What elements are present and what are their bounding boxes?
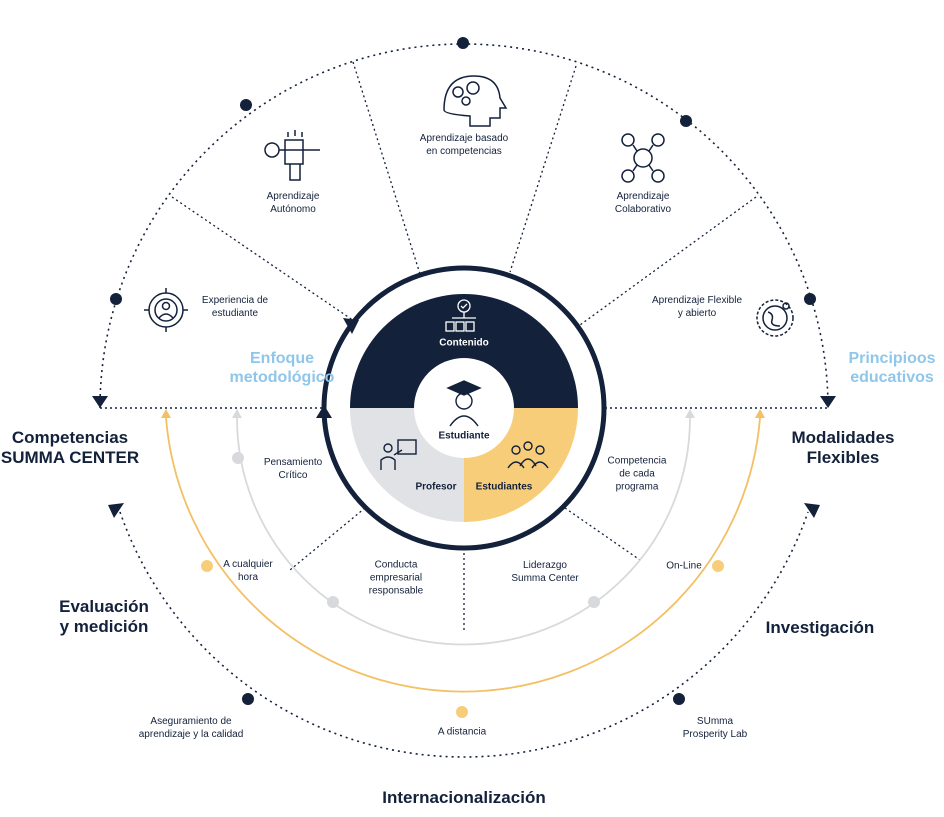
globe-route-icon <box>756 299 794 337</box>
label-prosperity: SUmma Prosperity Lab <box>682 716 748 740</box>
top-navy-dot-1 <box>110 293 122 305</box>
bottom-divider-1 <box>289 507 366 571</box>
gold-arc-arrow-left <box>161 409 171 418</box>
bottom-divider-3 <box>564 507 641 561</box>
center-inner-circle <box>414 358 514 458</box>
gray-dot-1 <box>232 452 244 464</box>
gray-arc-arrow-left <box>232 409 242 418</box>
teacher-icon <box>380 439 417 470</box>
label-distancia: A distancia <box>437 726 487 738</box>
center-left-label: Profesor <box>415 481 457 493</box>
ring-arrow-left <box>316 405 332 418</box>
segment-label-autonomo: Aprendizaje Autónomo <box>266 191 320 215</box>
network-people-icon <box>621 133 665 183</box>
segment-label-flexible: Aprendizaje Flexible y abierto <box>651 295 743 319</box>
outer-top-arrow-left <box>92 396 108 408</box>
bottom-navy-dot-2 <box>673 693 685 705</box>
label-aseguramiento: Aseguramiento de aprendizaje y la calida… <box>138 716 244 740</box>
label-competencias: Competencias SUMMA CENTER <box>0 428 140 467</box>
outer-bottom-arrow-left <box>108 503 124 518</box>
label-cualquier-hora: A cualquier hora <box>223 559 273 583</box>
segment-label-colaborativo: Aprendizaje Colaborativo <box>614 191 672 215</box>
center-middle-label: Estudiante <box>438 430 490 442</box>
radial-divider-3 <box>509 65 577 273</box>
label-investigacion: Investigación <box>765 618 875 637</box>
label-modalidades: Modalidades Flexibles <box>791 428 895 467</box>
segment-label-competencias: Aprendizaje basado en competencias <box>419 133 509 157</box>
outer-bottom-arrow-right <box>804 503 820 518</box>
radial-divider-2 <box>352 61 421 275</box>
label-internacionalizacion: Internacionalización <box>382 788 546 807</box>
radial-divider-4 <box>579 196 757 326</box>
segment-label-competencia-programa: Competencia de cada programa <box>607 455 667 493</box>
outer-bottom-arc <box>119 511 809 758</box>
outer-top-arrow-right <box>820 396 836 408</box>
top-navy-dot-4 <box>680 115 692 127</box>
center-top-label: Contenido <box>439 337 489 349</box>
gold-dot-3 <box>712 560 724 572</box>
content-icon <box>445 299 476 332</box>
gold-arc <box>165 417 761 693</box>
target-person-icon <box>144 288 188 332</box>
gold-dot-2 <box>456 706 468 718</box>
center-right-label: Estudiantes <box>475 481 533 493</box>
segment-label-liderazgo: Liderazgo Summa Center <box>511 560 579 584</box>
heading-enfoque: Enfoque metodológico <box>229 350 335 386</box>
students-group-icon <box>507 441 549 469</box>
gray-dot-3 <box>588 596 600 608</box>
gray-arc <box>236 417 691 646</box>
ring-arrow-top-left <box>343 318 359 334</box>
student-icon <box>446 380 482 427</box>
gold-dot-1 <box>201 560 213 572</box>
label-online: On-Line <box>666 560 702 572</box>
top-navy-dot-2 <box>240 99 252 111</box>
heading-principios: Principioos educativos <box>848 350 936 386</box>
segment-label-pensamiento: Pensamiento Crítico <box>263 457 323 481</box>
hand-key-icon <box>264 130 320 181</box>
segment-label-experiencia: Experiencia de estudiante <box>201 295 269 319</box>
head-gears-icon <box>443 75 508 127</box>
top-navy-dot-3 <box>457 37 469 49</box>
bottom-navy-dot-1 <box>242 693 254 705</box>
center-top-segment <box>350 294 578 408</box>
top-navy-dot-5 <box>804 293 816 305</box>
gold-arc-arrow-right <box>755 409 765 418</box>
gray-dot-2 <box>327 596 339 608</box>
label-evaluacion: Evaluación y medición <box>59 597 149 636</box>
segment-label-conducta: Conducta empresarial responsable <box>368 559 424 597</box>
gray-arc-arrow-right <box>685 409 695 418</box>
